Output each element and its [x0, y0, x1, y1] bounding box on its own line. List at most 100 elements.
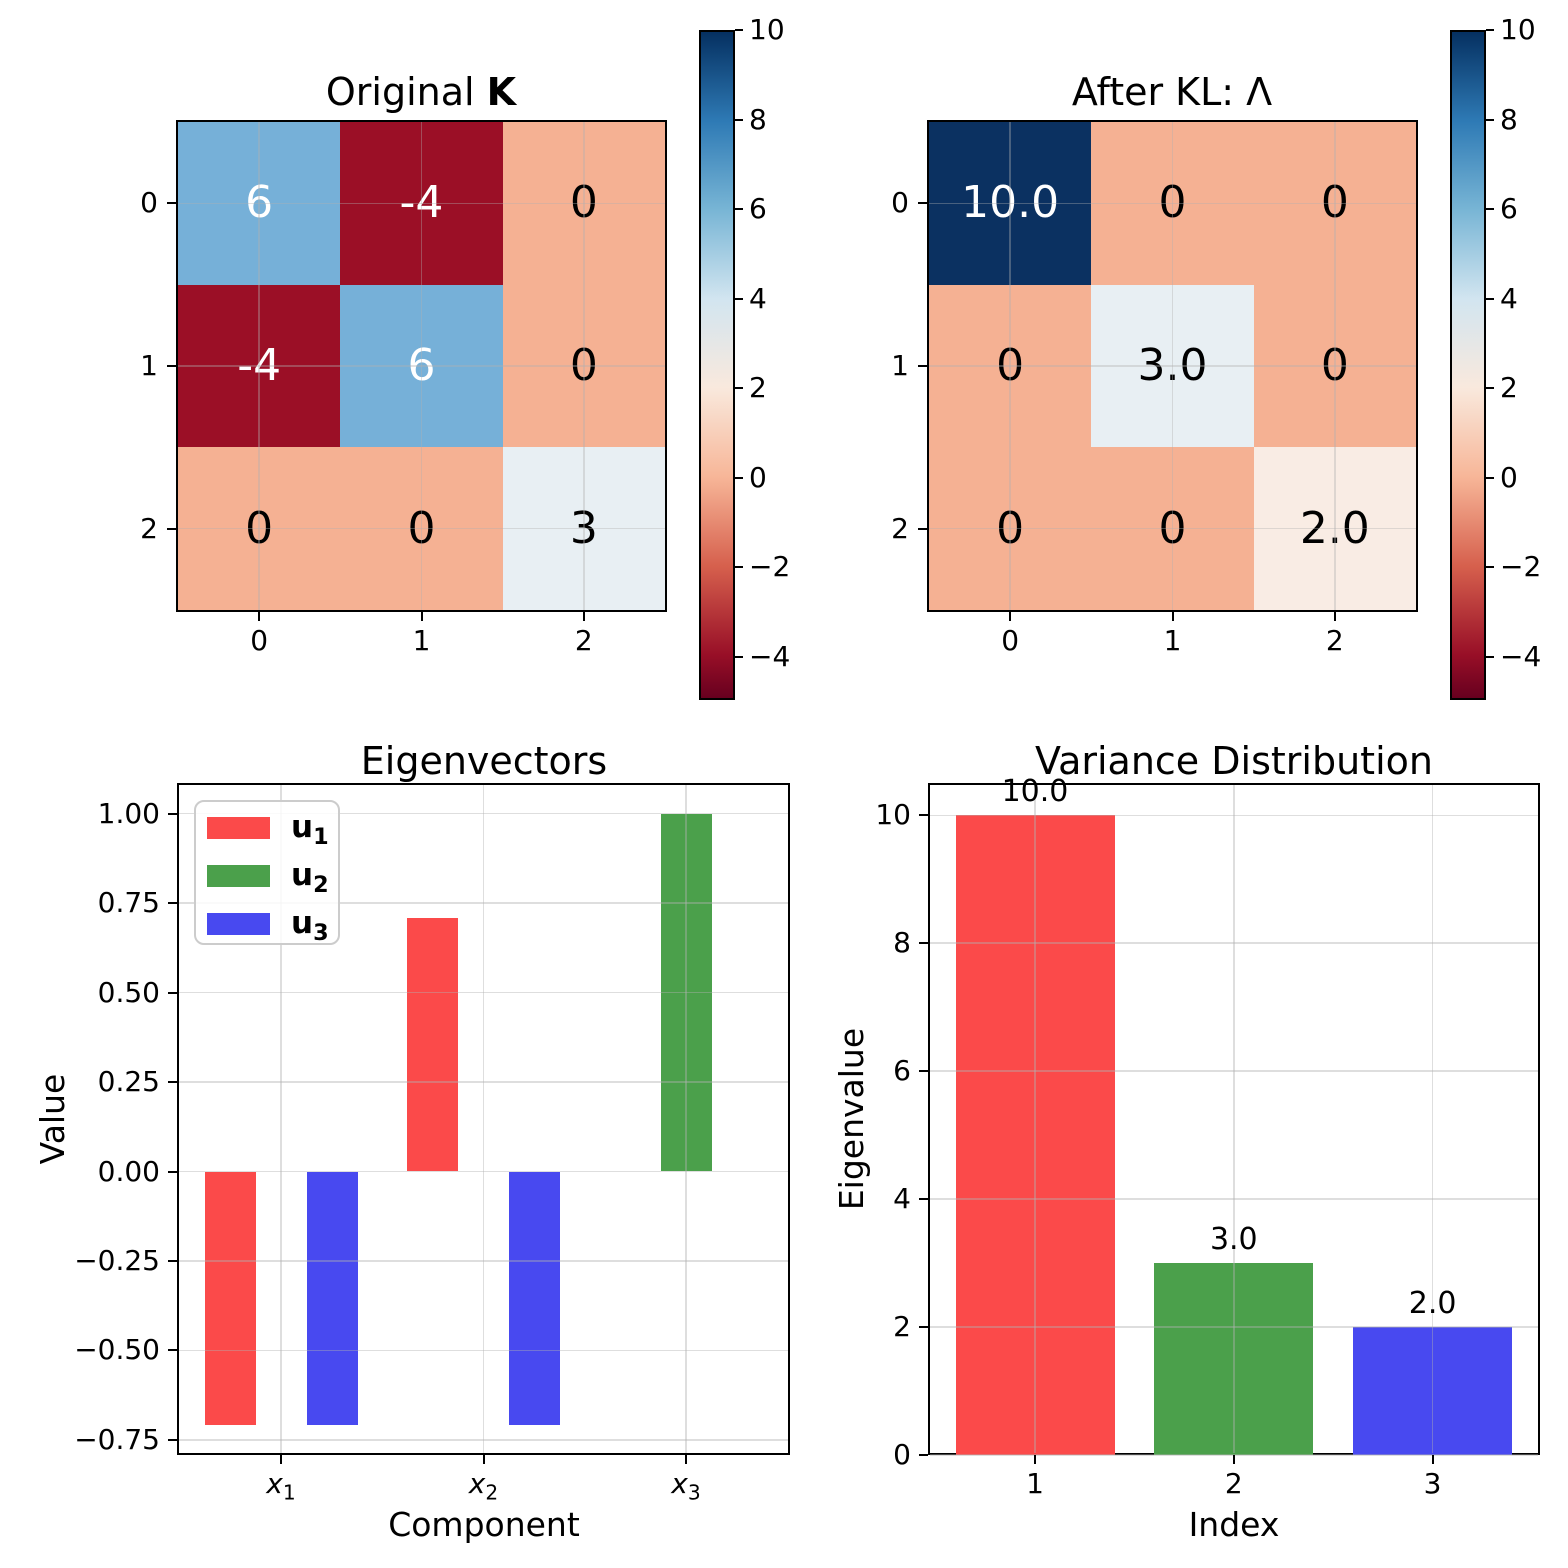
colorbar-tick-mark: [1486, 208, 1494, 210]
heatmap-gridline-v: [1334, 122, 1336, 610]
var-ytick-mark: [919, 814, 928, 817]
heatmap1-title: Original K: [325, 70, 517, 114]
heatmap-xtick-mark: [1009, 612, 1012, 621]
legend-label-u3: u3: [291, 905, 329, 947]
heatmap2-cell-r2c1: [1091, 447, 1255, 611]
heatmap1-cell-value-r2c1: 0: [407, 502, 436, 554]
eig-ytick-mark: [168, 1349, 177, 1352]
colorbar-tick-mark: [1486, 118, 1494, 121]
legend-label-u2: u2: [291, 857, 329, 899]
heatmap1-cell-value-r0c2: 0: [569, 177, 598, 229]
colorbar-tick-label: 2: [749, 371, 767, 404]
variance-title: Variance Distribution: [1035, 739, 1433, 783]
heatmap2-cell-r1c1: [1091, 284, 1255, 448]
heatmap2-cell-r0c2: [1253, 122, 1417, 286]
heatmap2-cell-value-r2c2: 2.0: [1299, 502, 1370, 554]
eig-gridline-h: [179, 1260, 788, 1262]
legend-swatch-u1: [207, 817, 270, 839]
colorbar-tick-label: 6: [1500, 192, 1518, 225]
eig-ytick-label: −0.75: [74, 1422, 160, 1456]
heatmap1-cell-r1c2: [502, 284, 666, 448]
heatmap1-xtick-label: 1: [412, 624, 431, 657]
heatmap1-cell-value-r1c2: 0: [569, 340, 598, 391]
colorbar-tick-mark: [735, 297, 743, 300]
var-gridline-v: [1034, 785, 1036, 1453]
bar-u1-x2: [407, 918, 458, 1172]
colorbar-tick-mark: [735, 476, 743, 479]
heatmap1-ytick-label: 2: [140, 511, 158, 545]
eig-ytick-mark: [168, 1081, 177, 1084]
heatmap2-cell-r0c1: [1091, 122, 1255, 286]
eig-gridline-h: [179, 1439, 788, 1441]
eig-ytick-label: 0.00: [97, 1154, 160, 1188]
colorbar-tick-mark: [1486, 566, 1494, 568]
heatmap2-cell-r0c0: [929, 122, 1092, 286]
var-gridline-h: [930, 1326, 1538, 1328]
eig-gridline-h: [179, 812, 788, 815]
eig-ytick-label: 0.25: [97, 1065, 160, 1099]
eig-xtick-mark: [685, 1455, 687, 1464]
heatmap2-axes: 10.0 0 0 0 3.0 0 0 0 2.0: [927, 120, 1418, 612]
heatmap-gridline-v: [583, 122, 585, 610]
colorbar-tick-mark: [735, 118, 743, 121]
heatmap-xtick-mark: [582, 612, 585, 621]
var-xtick-mark: [1431, 1455, 1434, 1464]
var-ytick-label: 6: [893, 1054, 911, 1088]
heatmap1-cell-value-r2c2: 3: [569, 502, 598, 554]
heatmap2-ytick-label: 2: [891, 511, 909, 545]
var-xtick-mark: [1034, 1455, 1036, 1464]
heatmap1-cell-r0c1: [340, 122, 504, 286]
heatmap1-axes: 6 -4 0 -4 6 0 0 0 3: [176, 120, 667, 612]
colorbar-tick-label: −2: [749, 550, 791, 583]
heatmap2-cell-value-r0c2: 0: [1320, 177, 1349, 229]
variance-ylabel: Eigenvalue: [832, 1027, 871, 1211]
heatmap-gridline-h: [178, 527, 665, 530]
var-gridline-v: [1233, 785, 1235, 1453]
bar-eigenvalue-1: [955, 815, 1115, 1455]
bar-u2-x3: [660, 813, 712, 1172]
heatmap-ytick-mark: [918, 527, 927, 530]
heatmap2-ytick-label: 0: [891, 186, 909, 220]
colorbar-tick-label: −4: [749, 639, 791, 673]
heatmap-gridline-h: [178, 202, 665, 205]
heatmap1-cell-r1c1: [340, 284, 504, 448]
heatmap1-cell-value-r1c0: -4: [237, 340, 282, 391]
colorbar-tick-mark: [1486, 387, 1494, 389]
eig-gridline-h: [179, 902, 788, 904]
heatmap1-ytick-label: 0: [140, 186, 158, 220]
heatmap-ytick-mark: [918, 365, 927, 367]
eig-gridline-h: [179, 991, 788, 994]
bar-u3-x2: [509, 1171, 560, 1425]
heatmap1-xtick-label: 2: [574, 624, 593, 657]
heatmap2-xtick-label: 1: [1163, 624, 1182, 657]
colorbar-tick-label: 10: [749, 13, 785, 46]
heatmap-xtick-mark: [258, 612, 261, 621]
eig-ytick-mark: [168, 1259, 177, 1262]
var-gridline-h: [930, 1070, 1538, 1072]
heatmap-gridline-v: [1009, 122, 1011, 610]
colorbar-tick-mark: [1486, 655, 1494, 658]
eigenvectors-ylabel: Value: [33, 1073, 72, 1165]
heatmap1-cell-value-r0c0: 6: [245, 177, 274, 229]
colorbar-tick-label: 10: [1500, 13, 1536, 46]
colorbar-tick-label: 6: [749, 192, 767, 225]
eigenvectors-xlabel: Component: [388, 1505, 580, 1544]
var-xtick-label: 2: [1224, 1467, 1243, 1500]
eig-ytick-label: 0.50: [97, 975, 160, 1009]
var-ytick-label: 8: [893, 926, 911, 960]
heatmap-ytick-mark: [918, 202, 927, 205]
colorbar-tick-mark: [735, 29, 743, 31]
colorbar-1: [699, 30, 735, 700]
heatmap-gridline-v: [258, 122, 260, 610]
eig-xtick-label: x1: [266, 1467, 296, 1505]
var-ytick-label: 10: [875, 798, 911, 832]
var-xtick-mark: [1232, 1455, 1235, 1464]
var-ytick-mark: [919, 1454, 928, 1456]
eig-ytick-label: −0.50: [74, 1333, 160, 1367]
heatmap2-cell-r1c2: [1253, 284, 1417, 448]
eig-ytick-mark: [168, 812, 177, 815]
colorbar-tick-label: 0: [749, 460, 767, 494]
heatmap-ytick-mark: [167, 202, 176, 205]
heatmap2-title: After KL: Λ: [1071, 70, 1273, 114]
